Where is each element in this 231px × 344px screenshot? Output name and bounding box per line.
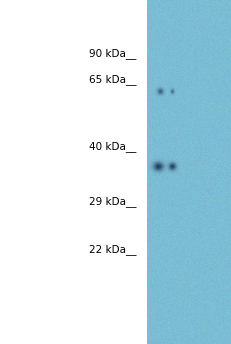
Text: 90 kDa__: 90 kDa__ [89,48,136,59]
Text: 65 kDa__: 65 kDa__ [89,74,136,85]
Text: 22 kDa__: 22 kDa__ [89,244,136,255]
Text: 40 kDa__: 40 kDa__ [89,141,136,152]
Text: 29 kDa__: 29 kDa__ [89,196,136,207]
